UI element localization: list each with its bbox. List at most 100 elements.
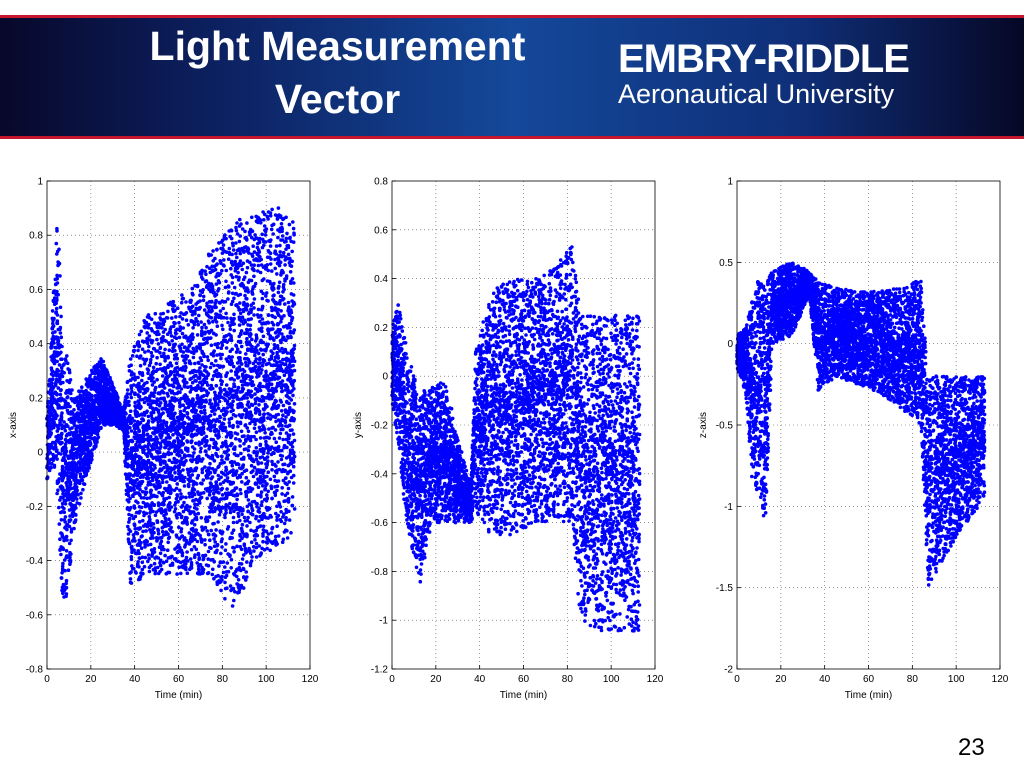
data-point bbox=[190, 418, 195, 423]
data-point bbox=[64, 592, 69, 596]
data-point bbox=[158, 346, 162, 351]
data-point bbox=[188, 339, 193, 343]
data-point bbox=[149, 488, 153, 493]
data-point bbox=[153, 311, 158, 316]
data-point bbox=[180, 354, 185, 358]
data-point bbox=[161, 383, 166, 388]
data-point bbox=[127, 474, 132, 478]
data-point bbox=[148, 517, 152, 522]
data-point bbox=[220, 251, 225, 255]
data-point bbox=[79, 475, 83, 479]
data-point bbox=[172, 320, 176, 325]
data-point bbox=[85, 410, 89, 414]
data-point bbox=[229, 387, 234, 392]
data-point bbox=[156, 342, 161, 346]
data-point bbox=[106, 414, 110, 419]
data-point bbox=[221, 471, 226, 476]
data-point bbox=[46, 423, 51, 427]
data-point bbox=[160, 367, 165, 371]
data-point bbox=[192, 522, 197, 527]
data-point bbox=[196, 511, 201, 516]
data-point bbox=[252, 263, 256, 267]
data-point bbox=[74, 430, 79, 435]
y-tick-label: 0.6 bbox=[29, 285, 43, 296]
data-point bbox=[156, 571, 161, 576]
data-point bbox=[158, 462, 163, 467]
data-point bbox=[146, 543, 150, 547]
data-point bbox=[171, 398, 175, 402]
data-point bbox=[172, 488, 177, 493]
data-point bbox=[212, 459, 217, 463]
data-point bbox=[181, 326, 185, 330]
data-point bbox=[149, 413, 154, 418]
data-point bbox=[140, 560, 145, 565]
data-point bbox=[226, 479, 230, 484]
data-point bbox=[61, 446, 66, 450]
data-point bbox=[230, 281, 235, 285]
data-point bbox=[193, 309, 197, 313]
data-point bbox=[194, 547, 199, 552]
data-point bbox=[155, 367, 160, 372]
data-point bbox=[239, 491, 243, 496]
data-point bbox=[94, 366, 98, 370]
data-point bbox=[150, 552, 155, 557]
data-point bbox=[62, 425, 67, 430]
data-point bbox=[224, 357, 229, 361]
data-point bbox=[197, 492, 202, 497]
data-point bbox=[58, 305, 63, 310]
data-point bbox=[58, 392, 63, 397]
data-point bbox=[79, 453, 83, 458]
data-point bbox=[235, 462, 240, 466]
data-point bbox=[178, 314, 182, 319]
data-point bbox=[250, 337, 254, 342]
data-point bbox=[229, 566, 233, 570]
data-point bbox=[153, 484, 157, 489]
data-point bbox=[195, 507, 199, 511]
data-point bbox=[200, 325, 204, 330]
data-point bbox=[211, 350, 216, 355]
data-point bbox=[161, 411, 165, 415]
data-point bbox=[236, 424, 240, 429]
data-point bbox=[206, 358, 210, 363]
y-tick-label: 0 bbox=[37, 448, 43, 459]
data-point bbox=[106, 382, 111, 387]
data-point bbox=[123, 438, 127, 442]
data-point bbox=[171, 299, 176, 304]
data-point bbox=[74, 485, 79, 489]
data-point bbox=[161, 533, 166, 537]
data-point bbox=[81, 444, 85, 448]
data-point bbox=[133, 426, 137, 431]
data-point bbox=[61, 546, 65, 550]
data-point bbox=[204, 325, 208, 330]
data-point bbox=[108, 378, 113, 383]
data-point bbox=[65, 424, 69, 428]
data-point bbox=[52, 361, 57, 366]
data-point bbox=[129, 386, 134, 391]
data-point bbox=[224, 467, 229, 472]
data-point bbox=[86, 435, 91, 439]
data-point bbox=[50, 309, 55, 313]
header-bottom-rule bbox=[0, 136, 1024, 139]
data-point bbox=[159, 567, 164, 572]
data-point bbox=[206, 532, 211, 537]
data-point bbox=[64, 578, 69, 583]
data-point bbox=[147, 344, 151, 349]
data-point bbox=[214, 441, 218, 446]
data-point bbox=[155, 437, 159, 441]
data-point bbox=[214, 282, 219, 286]
data-point bbox=[47, 426, 52, 431]
data-point bbox=[229, 369, 233, 373]
data-point bbox=[139, 436, 144, 441]
data-point bbox=[205, 393, 209, 398]
data-point bbox=[164, 420, 169, 425]
x-tick-label: 120 bbox=[302, 674, 319, 685]
data-point bbox=[197, 440, 201, 445]
data-point bbox=[226, 492, 230, 497]
data-point bbox=[173, 366, 178, 371]
data-point bbox=[151, 346, 156, 351]
data-point bbox=[47, 446, 52, 450]
data-point bbox=[59, 366, 64, 370]
data-point bbox=[141, 571, 145, 576]
data-point bbox=[127, 540, 131, 544]
data-point bbox=[142, 448, 146, 452]
